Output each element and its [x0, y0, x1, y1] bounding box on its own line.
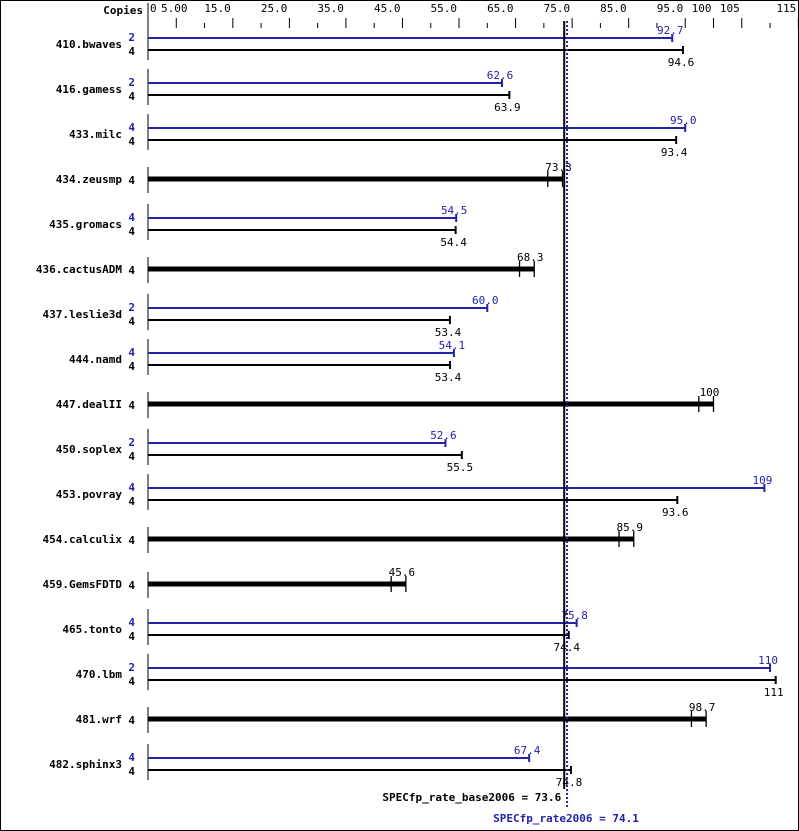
base-value-label: 100	[700, 386, 720, 399]
base-copies: 4	[128, 630, 135, 643]
peak-value-label: 54.1	[439, 339, 466, 352]
tick-label: 65.0	[487, 2, 514, 15]
base-value-label: 63.9	[494, 101, 521, 114]
benchmark-label: 482.sphinx3	[49, 758, 122, 771]
base-copies: 4	[128, 264, 135, 277]
base-value-label: 93.6	[662, 506, 689, 519]
base-value-label: 85.9	[617, 521, 644, 534]
benchmark-label: 454.calculix	[43, 533, 123, 546]
tick-label: 105	[720, 2, 740, 15]
base-value-label: 68.3	[517, 251, 544, 264]
peak-copies: 4	[128, 346, 135, 359]
base-copies: 4	[128, 399, 135, 412]
base-value-label: 93.4	[661, 146, 688, 159]
tick-label: 5.00	[161, 2, 188, 15]
tick-label: 95.0	[657, 2, 684, 15]
base-value-label: 45.6	[389, 566, 416, 579]
peak-reference-label: SPECfp_rate2006 = 74.1	[493, 812, 639, 825]
peak-value-label: 62.6	[487, 69, 514, 82]
tick-label: 100	[692, 2, 712, 15]
base-copies: 4	[128, 225, 135, 238]
peak-copies: 2	[128, 76, 135, 89]
peak-copies: 4	[128, 211, 135, 224]
base-copies: 4	[128, 765, 135, 778]
benchmark-label: 465.tonto	[62, 623, 122, 636]
base-copies: 4	[128, 315, 135, 328]
base-value-label: 74.8	[556, 776, 583, 789]
base-copies: 4	[128, 534, 135, 547]
base-value-label: 53.4	[435, 326, 462, 339]
peak-copies: 2	[128, 436, 135, 449]
peak-value-label: 109	[752, 474, 772, 487]
base-copies: 4	[128, 579, 135, 592]
tick-label: 115	[776, 2, 796, 15]
base-copies: 4	[128, 174, 135, 187]
base-copies: 4	[128, 90, 135, 103]
base-copies: 4	[128, 714, 135, 727]
peak-copies: 4	[128, 616, 135, 629]
benchmark-label: 416.gamess	[56, 83, 122, 96]
peak-value-label: 95.0	[670, 114, 697, 127]
base-copies: 4	[128, 450, 135, 463]
tick-label: 15.0	[204, 2, 231, 15]
peak-copies: 4	[128, 481, 135, 494]
benchmark-label: 436.cactusADM	[36, 263, 122, 276]
benchmark-label: 470.lbm	[76, 668, 123, 681]
peak-value-label: 52.6	[430, 429, 457, 442]
tick-label: 45.0	[374, 2, 401, 15]
peak-copies: 2	[128, 661, 135, 674]
peak-value-label: 92.7	[657, 24, 684, 37]
base-value-label: 55.5	[447, 461, 474, 474]
benchmark-label: 447.dealII	[56, 398, 122, 411]
benchmark-label: 444.namd	[69, 353, 122, 366]
peak-value-label: 67.4	[514, 744, 541, 757]
peak-value-label: 75.8	[561, 609, 588, 622]
base-value-label: 111	[764, 686, 784, 699]
benchmark-label: 434.zeusmp	[56, 173, 123, 186]
base-value-label: 53.4	[435, 371, 462, 384]
base-value-label: 74.4	[553, 641, 580, 654]
benchmark-label: 453.povray	[56, 488, 123, 501]
base-reference-label: SPECfp_rate_base2006 = 73.6	[382, 791, 561, 804]
benchmark-label: 435.gromacs	[49, 218, 122, 231]
peak-copies: 4	[128, 751, 135, 764]
tick-label: 25.0	[261, 2, 288, 15]
tick-label: 0	[150, 2, 157, 15]
peak-copies: 2	[128, 31, 135, 44]
benchmark-label: 450.soplex	[56, 443, 123, 456]
peak-copies: 4	[128, 121, 135, 134]
axis-label: Copies	[103, 4, 143, 17]
peak-value-label: 54.5	[441, 204, 468, 217]
benchmark-label: 437.leslie3d	[43, 308, 122, 321]
tick-label: 75.0	[544, 2, 571, 15]
base-value-label: 54.4	[440, 236, 467, 249]
peak-value-label: 60.0	[472, 294, 499, 307]
base-value-label: 94.6	[668, 56, 695, 69]
base-copies: 4	[128, 675, 135, 688]
peak-value-label: 110	[758, 654, 778, 667]
base-value-label: 98.7	[689, 701, 716, 714]
base-copies: 4	[128, 135, 135, 148]
tick-label: 85.0	[600, 2, 627, 15]
benchmark-label: 481.wrf	[76, 713, 122, 726]
base-copies: 4	[128, 45, 135, 58]
benchmark-label: 433.milc	[69, 128, 122, 141]
peak-copies: 2	[128, 301, 135, 314]
base-copies: 4	[128, 495, 135, 508]
tick-label: 55.0	[431, 2, 458, 15]
base-copies: 4	[128, 360, 135, 373]
benchmark-label: 459.GemsFDTD	[43, 578, 123, 591]
benchmark-label: 410.bwaves	[56, 38, 122, 51]
tick-label: 35.0	[317, 2, 344, 15]
